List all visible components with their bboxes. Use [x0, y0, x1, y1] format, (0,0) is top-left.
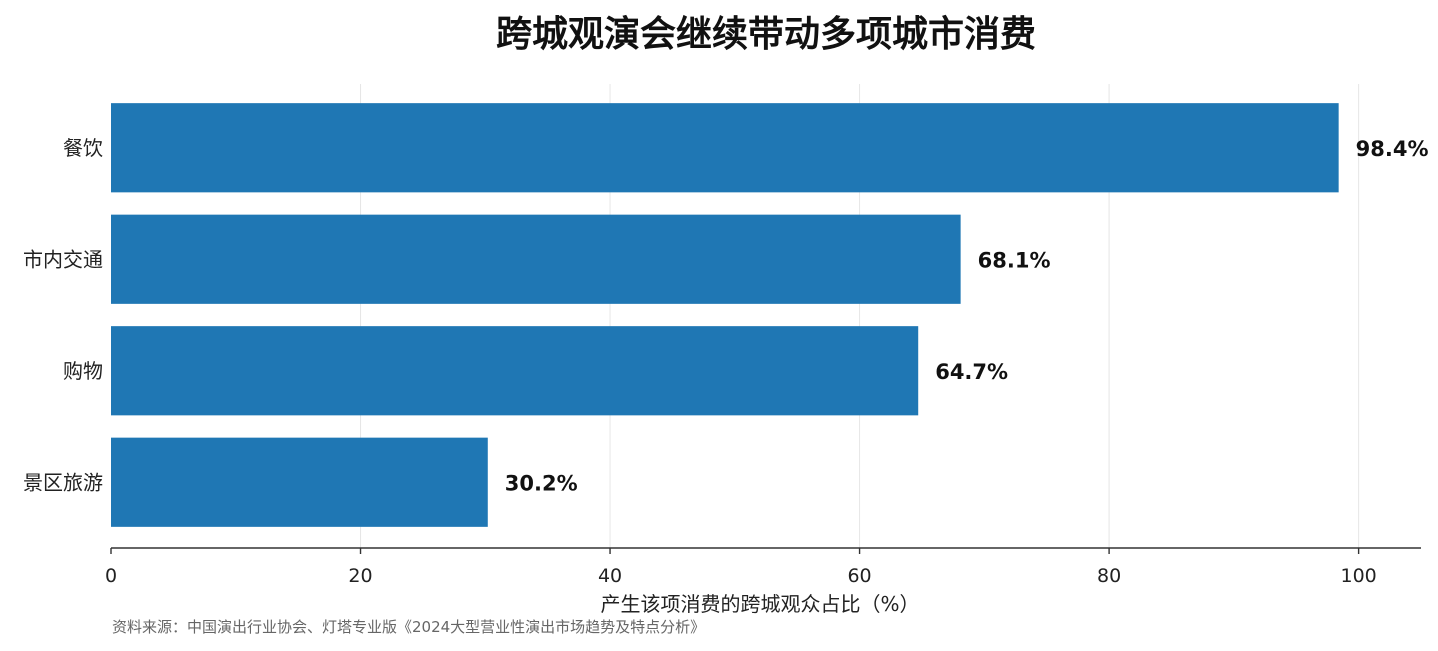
bars: 98.4% 餐饮 68.1% 市内交通 64.7% 购物 30.2% 景区旅游 — [23, 103, 1429, 527]
x-tick-label-0: 0 — [105, 565, 117, 587]
bar-0 — [111, 103, 1339, 193]
x-tick-label-80: 80 — [1097, 565, 1121, 587]
data-label-3: 30.2% — [505, 471, 578, 495]
bar-2 — [111, 326, 919, 416]
bar-3 — [111, 437, 488, 527]
x-tick-label-60: 60 — [847, 565, 871, 587]
x-axis-label: 产生该项消费的跨城观众占比（%） — [600, 592, 919, 616]
category-label-2: 购物 — [63, 359, 103, 383]
source-note: 资料来源：中国演出行业协会、灯塔专业版《2024大型营业性演出市场趋势及特点分析… — [112, 618, 705, 636]
data-label-0: 98.4% — [1356, 137, 1429, 161]
data-label-2: 64.7% — [935, 360, 1008, 384]
bar-1 — [111, 214, 961, 304]
category-label-3: 景区旅游 — [23, 470, 103, 494]
x-tick-label-20: 20 — [348, 565, 372, 587]
data-label-1: 68.1% — [978, 248, 1051, 272]
category-label-0: 餐饮 — [63, 136, 103, 160]
x-tick-label-100: 100 — [1340, 565, 1376, 587]
x-axis: 0 20 40 60 80 100 — [105, 547, 1421, 587]
chart-title: 跨城观演会继续带动多项城市消费 — [496, 14, 1036, 55]
x-tick-label-40: 40 — [598, 565, 622, 587]
category-label-1: 市内交通 — [23, 247, 103, 271]
